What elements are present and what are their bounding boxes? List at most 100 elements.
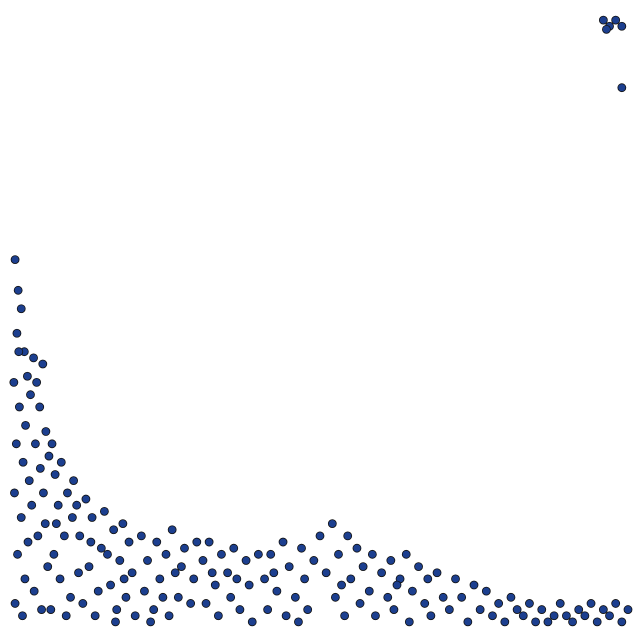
scatter-point [555,599,565,608]
scatter-point [481,586,491,596]
scatter-point [617,21,627,31]
scatter-point [537,605,547,614]
scatter-point [303,605,313,614]
scatter-point [75,531,85,541]
scatter-point [49,549,59,559]
scatter-point [210,580,220,590]
scatter-point [13,285,23,295]
scatter-point [18,611,27,621]
scatter-point [16,513,26,522]
scatter-point [334,549,343,559]
scatter-point [136,531,146,541]
scatter-point [96,543,106,553]
scatter-point [170,568,180,578]
scatter-point [158,592,168,602]
scatter-point [367,549,377,559]
scatter-point [13,549,22,559]
scatter-point [562,611,571,621]
scatter-point [300,574,310,584]
scatter-point [69,476,78,486]
scatter-point [21,420,30,430]
scatter-point [93,586,103,596]
scatter-point [78,599,88,608]
scatter-point [121,592,131,602]
scatter-point [14,347,24,357]
scatter-point [155,574,165,584]
scatter-point [346,574,356,584]
scatter-point [66,592,75,602]
scatter-point [364,586,374,596]
scatter-point [401,549,411,559]
scatter-point [67,513,77,522]
scatter-point [235,605,245,614]
scatter-point [207,568,217,578]
scatter-point [377,568,387,578]
scatter-point [611,599,621,608]
scatter-point [512,605,522,614]
scatter-point [475,605,485,614]
scatter-point [617,83,627,93]
scatter-point [11,439,21,449]
scatter-point [12,328,22,338]
scatter-point [392,580,402,590]
scatter-point [24,476,34,486]
scatter-point [146,617,156,627]
scatter-point [223,568,233,578]
scatter-point [269,568,279,578]
scatter-point [213,611,223,621]
scatter-point [29,353,38,363]
scatter-point [72,500,82,510]
scatter-point [74,568,83,578]
scatter-point [543,617,553,627]
scatter-point [358,562,368,571]
scatter-point [106,580,115,590]
scatter-point [109,525,119,535]
scatter-point [525,599,534,608]
scatter-point [111,617,120,627]
scatter-point [284,562,294,571]
scatter-point [84,562,94,571]
scatter-point [18,457,28,467]
scatter-point [201,599,211,608]
scatter-point [592,617,602,627]
scatter-point [56,457,66,467]
scatter-point [463,617,473,627]
scatter-point [266,549,276,559]
scatter-point [623,605,633,614]
scatter-point [241,556,251,565]
scatter-point [43,562,53,571]
scatter-point [278,537,288,547]
scatter-point [420,599,430,608]
scatter-point [112,605,122,614]
scatter-point [469,580,479,590]
scatter-point [149,605,159,614]
scatter-point [164,611,174,621]
scatter-point [426,611,436,621]
scatter-point [192,537,202,547]
scatter-point [432,568,442,578]
scatter-point [14,402,24,412]
scatter-point [152,537,162,547]
scatter-point [352,543,362,553]
scatter-point [226,592,236,602]
scatter-point [173,592,183,602]
scatter-point [140,586,149,596]
scatter-point [506,592,516,602]
scatter-point [518,611,528,621]
scatter-point [598,15,608,25]
scatter-point [20,574,30,584]
scatter-point [167,525,177,535]
scatter-point [33,531,43,541]
scatter-point [337,580,346,590]
scatter-point [32,377,42,387]
scatter-point [10,488,19,498]
scatter-point [38,359,48,369]
scatter-point [119,574,129,584]
scatter-point [423,574,433,584]
scatter-point [31,439,40,449]
scatter-point [10,255,20,265]
scatter-point [438,592,448,602]
scatter-point [86,537,96,547]
scatter-point [247,617,257,627]
